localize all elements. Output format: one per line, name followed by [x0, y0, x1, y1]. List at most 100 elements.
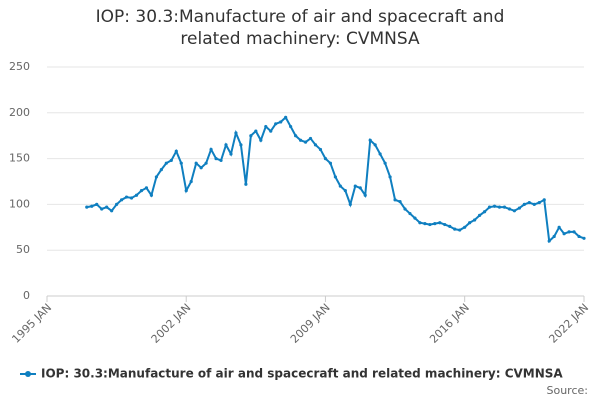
point	[388, 175, 392, 179]
point	[159, 167, 163, 172]
point	[204, 161, 208, 165]
point	[259, 138, 263, 142]
point	[468, 221, 472, 225]
x-tick-label: 2016 JAN	[427, 301, 472, 346]
point	[154, 175, 158, 179]
point	[139, 189, 144, 193]
point	[209, 147, 213, 152]
y-tick-label: 0	[23, 289, 30, 302]
point	[492, 204, 497, 208]
point	[343, 189, 347, 193]
point	[458, 228, 462, 232]
legend-marker-dot	[25, 371, 31, 377]
point	[254, 129, 258, 133]
point	[274, 122, 278, 126]
point	[169, 158, 173, 163]
point	[418, 221, 422, 225]
y-tick-label: 50	[16, 243, 30, 256]
point	[194, 161, 198, 165]
point	[512, 209, 516, 213]
point	[448, 224, 452, 228]
point	[393, 198, 397, 202]
point	[473, 218, 477, 222]
point	[443, 222, 447, 227]
chart-title: IOP: 30.3:Manufacture of air and spacecr…	[95, 7, 505, 49]
point	[502, 205, 507, 209]
point	[239, 143, 243, 147]
point	[477, 213, 482, 217]
y-tick-label: 150	[9, 152, 30, 165]
point	[378, 152, 382, 156]
point	[199, 166, 203, 170]
point	[532, 202, 536, 206]
legend-label: IOP: 30.3:Manufacture of air and spacecr…	[41, 367, 563, 381]
point	[90, 204, 94, 208]
point	[438, 221, 442, 225]
point	[522, 202, 526, 206]
point	[289, 124, 293, 129]
point	[582, 236, 586, 240]
point	[124, 195, 129, 199]
point	[373, 143, 377, 147]
point	[333, 175, 337, 179]
point	[144, 186, 149, 190]
point	[482, 210, 487, 214]
y-tick-label: 200	[9, 106, 30, 119]
point	[507, 207, 512, 211]
point	[338, 184, 342, 188]
point	[433, 222, 437, 226]
point	[179, 161, 183, 165]
point	[269, 129, 273, 133]
x-tick-label: 2022 JAN	[546, 301, 591, 346]
point	[572, 230, 576, 234]
x-tick-label: 2009 JAN	[288, 301, 333, 346]
point	[164, 161, 168, 165]
point	[95, 202, 99, 206]
y-tick-label: 100	[9, 197, 30, 210]
point	[537, 200, 541, 205]
point	[298, 138, 303, 142]
point	[398, 200, 402, 204]
point	[517, 206, 521, 210]
point	[527, 200, 531, 205]
point	[542, 198, 546, 202]
point	[119, 198, 124, 202]
point	[318, 147, 323, 152]
point	[383, 161, 387, 165]
point	[85, 205, 89, 209]
point	[313, 143, 318, 147]
point	[149, 193, 154, 197]
point	[279, 120, 283, 124]
point	[284, 115, 288, 119]
point	[244, 182, 248, 186]
point	[577, 234, 581, 239]
point	[129, 196, 134, 200]
point	[487, 205, 492, 209]
point	[497, 205, 502, 209]
point	[189, 179, 193, 184]
point	[423, 222, 427, 226]
y-tick-label: 250	[9, 60, 30, 73]
point	[428, 222, 432, 227]
point	[547, 239, 551, 243]
point	[294, 134, 298, 138]
point	[303, 140, 308, 144]
point	[567, 230, 571, 234]
point	[358, 186, 362, 190]
point	[219, 158, 223, 163]
point	[353, 184, 357, 188]
point	[557, 225, 561, 229]
point	[105, 205, 109, 209]
point	[403, 207, 407, 211]
source: Source:	[547, 384, 589, 397]
point	[453, 227, 457, 231]
point	[368, 138, 372, 142]
line-series	[86, 115, 585, 244]
point	[229, 152, 233, 156]
point	[184, 189, 188, 193]
point	[562, 232, 566, 236]
point	[234, 131, 238, 135]
point	[408, 211, 412, 216]
